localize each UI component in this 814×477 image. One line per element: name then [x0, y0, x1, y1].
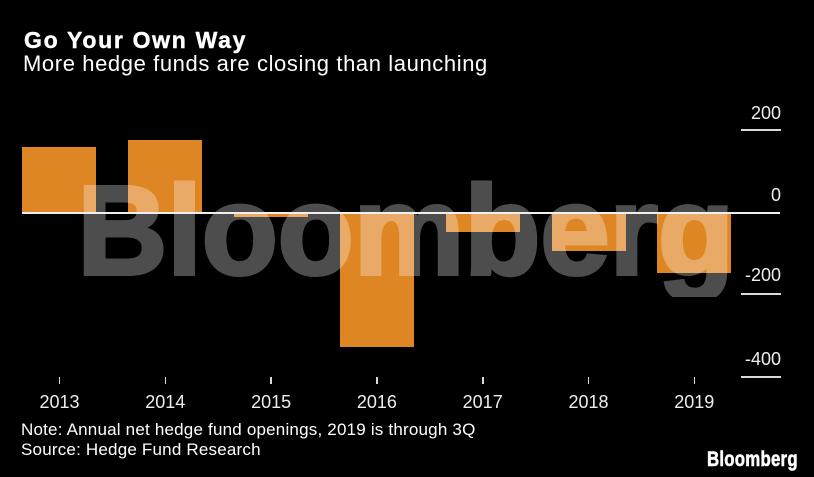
- svg-text:Bloomberg: Bloomberg: [77, 162, 734, 297]
